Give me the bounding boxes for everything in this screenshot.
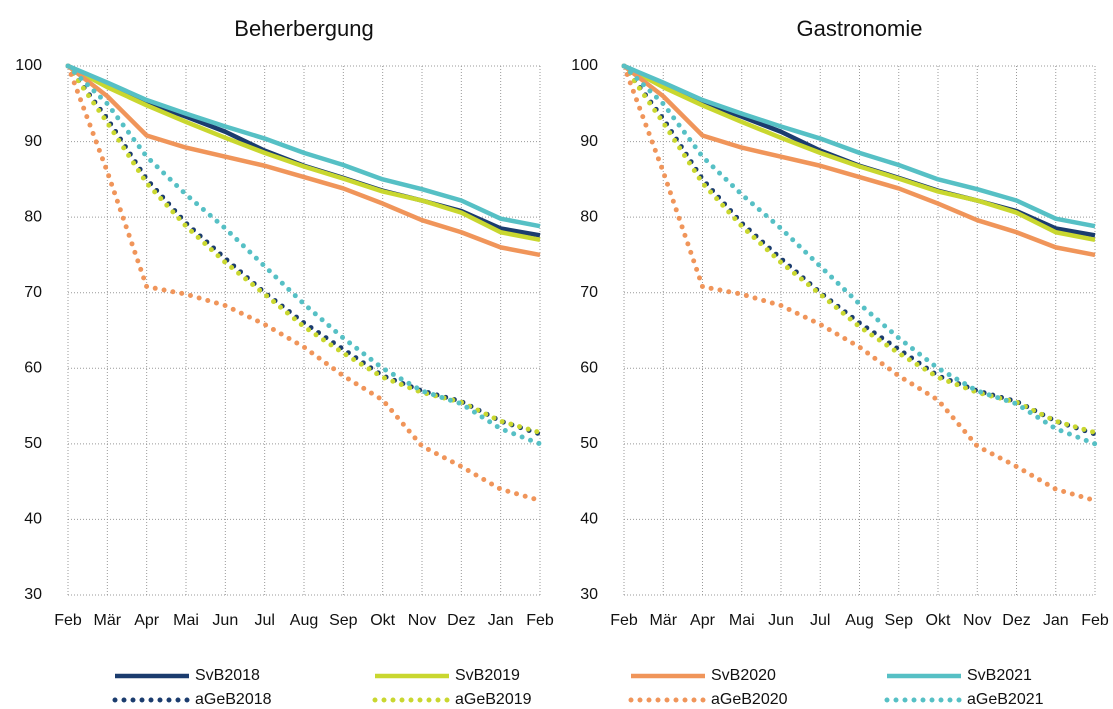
y-tick-label: 90 [580, 133, 598, 150]
series-line [621, 63, 1098, 504]
x-tick-label: Jun [212, 612, 238, 629]
x-tick-label: Mai [729, 612, 755, 629]
series-line [65, 63, 543, 504]
x-tick-label: Mär [649, 612, 677, 629]
x-tick-label: Jan [488, 612, 514, 629]
y-tick-label: 30 [24, 586, 42, 603]
series-line [622, 64, 1096, 243]
x-tick-label: Jan [1043, 612, 1069, 629]
chart-title: Beherbergung [234, 16, 373, 41]
y-tick-label: 70 [24, 284, 42, 301]
legend-label: SvB2020 [711, 667, 776, 684]
series-line [621, 63, 1098, 447]
x-tick-label: Feb [526, 612, 554, 629]
x-tick-label: Feb [1081, 612, 1109, 629]
series-line [66, 64, 541, 258]
legend-label: SvB2018 [195, 667, 260, 684]
legend-label: SvB2019 [455, 667, 520, 684]
x-tick-label: Mai [173, 612, 199, 629]
y-tick-label: 40 [24, 511, 42, 528]
series-line [67, 63, 541, 229]
series-line [66, 64, 541, 243]
x-tick-label: Jul [810, 612, 830, 629]
x-tick-label: Jul [254, 612, 274, 629]
x-tick-label: Sep [329, 612, 358, 629]
x-tick-label: Nov [408, 612, 436, 629]
x-tick-label: Aug [845, 612, 873, 629]
x-tick-label: Okt [926, 612, 951, 629]
y-tick-label: 60 [580, 360, 598, 377]
y-tick-label: 60 [24, 360, 42, 377]
x-tick-label: Apr [690, 612, 716, 629]
y-tick-label: 100 [15, 57, 42, 74]
y-tick-label: 40 [580, 511, 598, 528]
x-tick-label: Jun [768, 612, 794, 629]
x-tick-label: Okt [370, 612, 395, 629]
legend-label: aGeB2018 [195, 691, 272, 708]
legend-label: aGeB2021 [967, 691, 1044, 708]
x-tick-label: Nov [963, 612, 991, 629]
legend-label: aGeB2019 [455, 691, 532, 708]
y-tick-label: 30 [580, 586, 598, 603]
x-tick-label: Sep [885, 612, 914, 629]
x-tick-label: Mär [94, 612, 122, 629]
chart-title: Gastronomie [797, 16, 923, 41]
y-tick-label: 90 [24, 133, 42, 150]
y-tick-label: 80 [24, 208, 42, 225]
x-tick-label: Feb [54, 612, 82, 629]
y-tick-label: 50 [24, 435, 42, 452]
legend-label: aGeB2020 [711, 691, 788, 708]
x-tick-label: Apr [134, 612, 160, 629]
series-line [623, 63, 1096, 229]
x-tick-label: Feb [610, 612, 638, 629]
series-line [622, 64, 1096, 258]
y-tick-label: 80 [580, 208, 598, 225]
series-line [65, 63, 543, 447]
y-tick-label: 50 [580, 435, 598, 452]
y-tick-label: 100 [571, 57, 598, 74]
legend-label: SvB2021 [967, 667, 1032, 684]
x-tick-label: Dez [447, 612, 475, 629]
y-tick-label: 70 [580, 284, 598, 301]
x-tick-label: Dez [1002, 612, 1030, 629]
x-tick-label: Aug [290, 612, 318, 629]
